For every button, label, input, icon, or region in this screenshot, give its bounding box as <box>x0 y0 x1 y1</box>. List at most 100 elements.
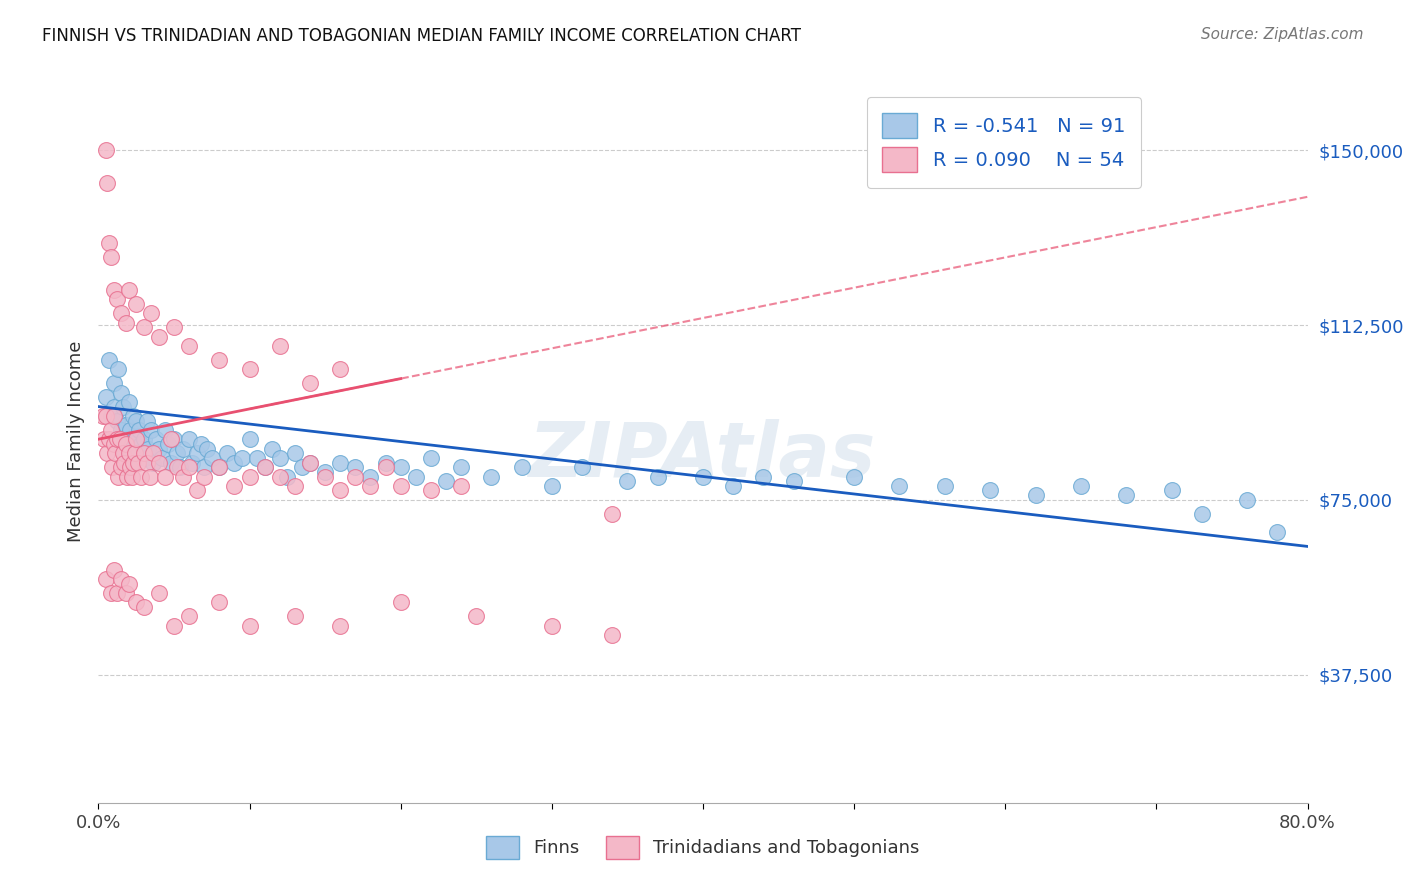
Point <box>148 586 170 600</box>
Point <box>148 329 170 343</box>
Point <box>96 446 118 460</box>
Point <box>135 456 157 470</box>
Point <box>1160 483 1182 498</box>
Point <box>450 460 472 475</box>
Point <box>239 362 262 376</box>
Point <box>148 456 170 470</box>
Point <box>329 618 352 632</box>
Point <box>121 437 143 451</box>
Point <box>118 460 141 475</box>
Point <box>269 339 291 353</box>
Point <box>172 469 194 483</box>
Point <box>105 413 128 427</box>
Point <box>110 385 132 400</box>
Y-axis label: Median Family Income: Median Family Income <box>66 341 84 542</box>
Point <box>284 609 307 624</box>
Point <box>104 446 127 460</box>
Point <box>752 469 775 483</box>
Point <box>360 469 382 483</box>
Point <box>128 423 150 437</box>
Point <box>132 600 155 615</box>
Point <box>166 460 188 475</box>
Point <box>160 456 183 470</box>
Point <box>148 442 170 456</box>
Point <box>160 432 183 446</box>
Point <box>208 460 231 475</box>
Point <box>91 409 114 423</box>
Point <box>124 446 146 460</box>
Point <box>360 479 382 493</box>
Point <box>208 595 231 609</box>
Point <box>253 460 276 475</box>
Point <box>299 456 322 470</box>
Point <box>269 469 291 483</box>
Point <box>616 474 638 488</box>
Point <box>299 376 322 391</box>
Point <box>94 390 117 404</box>
Point <box>153 423 176 437</box>
Point <box>201 450 224 465</box>
Point <box>120 460 142 475</box>
Point <box>134 450 156 465</box>
Point <box>344 469 367 483</box>
Point <box>420 483 443 498</box>
Point <box>1070 479 1092 493</box>
Point <box>118 446 141 460</box>
Point <box>125 297 148 311</box>
Point <box>291 460 314 475</box>
Point <box>114 586 136 600</box>
Point <box>103 400 125 414</box>
Point <box>602 628 624 642</box>
Point <box>179 339 201 353</box>
Point <box>510 460 533 475</box>
Point <box>208 353 231 368</box>
Point <box>110 423 132 437</box>
Point <box>172 442 194 456</box>
Point <box>103 563 125 577</box>
Point <box>389 595 412 609</box>
Point <box>100 251 122 265</box>
Point <box>150 450 173 465</box>
Point <box>1115 488 1137 502</box>
Point <box>129 437 152 451</box>
Point <box>269 450 291 465</box>
Point <box>107 362 129 376</box>
Point <box>450 479 472 493</box>
Point <box>118 576 141 591</box>
Text: ZIPAtlas: ZIPAtlas <box>529 419 877 493</box>
Point <box>110 460 132 475</box>
Point <box>103 376 125 391</box>
Point <box>100 586 122 600</box>
Point <box>141 423 163 437</box>
Point <box>344 460 367 475</box>
Point <box>783 474 806 488</box>
Point <box>135 413 157 427</box>
Point <box>239 618 262 632</box>
Point <box>96 176 118 190</box>
Point <box>132 320 155 334</box>
Point <box>979 483 1001 498</box>
Point <box>145 432 167 446</box>
Point <box>389 460 412 475</box>
Point <box>101 460 124 475</box>
Point <box>602 507 624 521</box>
Point <box>179 432 201 446</box>
Point <box>111 446 134 460</box>
Point <box>110 306 132 320</box>
Point <box>224 456 246 470</box>
Point <box>314 465 336 479</box>
Point <box>115 432 138 446</box>
Point <box>118 395 141 409</box>
Point <box>94 409 117 423</box>
Point <box>329 483 352 498</box>
Point <box>139 469 162 483</box>
Point <box>112 456 135 470</box>
Point <box>141 306 163 320</box>
Point <box>163 320 186 334</box>
Point <box>193 469 215 483</box>
Point <box>112 446 135 460</box>
Point <box>125 595 148 609</box>
Point <box>103 437 125 451</box>
Point <box>540 479 562 493</box>
Point <box>465 609 488 624</box>
